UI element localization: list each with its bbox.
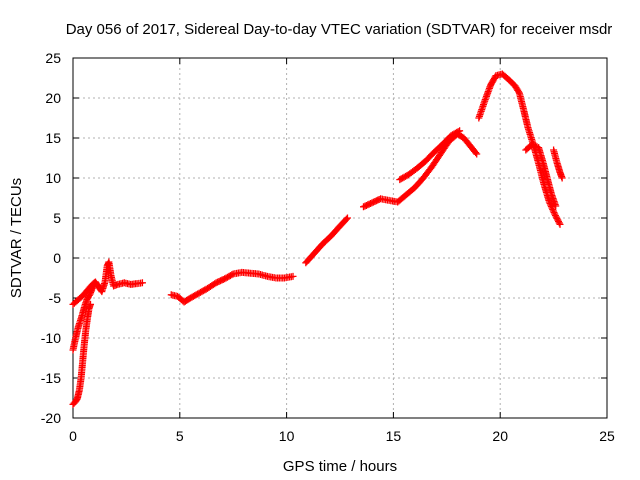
- data-point: [138, 279, 146, 287]
- data-point: [343, 214, 351, 222]
- data-point: [342, 215, 350, 223]
- chart-title: Day 056 of 2017, Sidereal Day-to-day VTE…: [66, 21, 613, 38]
- data-point: [87, 300, 95, 308]
- data-point: [228, 271, 236, 279]
- series-msdr-c: [69, 300, 95, 408]
- data-point: [473, 150, 481, 158]
- series-msdr-i: [522, 140, 560, 210]
- x-tick-labels: 0 5 10 15 20 25: [69, 428, 615, 444]
- data-point: [550, 209, 558, 216]
- axis-ticks: [72, 57, 608, 419]
- y-tick-label: 0: [53, 250, 61, 266]
- data-point: [558, 174, 566, 182]
- y-tick-label: 15: [45, 130, 61, 146]
- y-tick-label: 5: [53, 210, 61, 226]
- x-tick-label: 25: [599, 428, 615, 444]
- series-msdr-d: [167, 268, 297, 306]
- data-point: [531, 142, 539, 150]
- series-msdr-h: [475, 70, 564, 228]
- data-point: [454, 128, 462, 136]
- data-point: [552, 202, 560, 210]
- data-point: [548, 204, 556, 212]
- y-tick-label: -10: [41, 330, 61, 346]
- series-msdr-e: [302, 214, 351, 267]
- y-tick-label: -20: [41, 410, 61, 426]
- series-msdr-a: [69, 258, 146, 308]
- x-tick-label: 20: [492, 428, 508, 444]
- x-tick-label: 5: [176, 428, 184, 444]
- y-tick-label: -15: [41, 370, 61, 386]
- plot-frame: [72, 57, 608, 419]
- data-marks: [69, 70, 566, 408]
- x-tick-label: 15: [386, 428, 402, 444]
- data-point: [549, 207, 557, 215]
- data-point: [472, 149, 480, 157]
- data-point: [530, 141, 538, 149]
- y-tick-label: 25: [45, 50, 61, 66]
- x-tick-label: 10: [279, 428, 295, 444]
- x-axis-label: GPS time / hours: [283, 458, 397, 475]
- series-msdr-b: [69, 280, 98, 354]
- y-axis-label: SDTVAR / TECUs: [8, 178, 25, 298]
- data-point: [289, 272, 297, 280]
- y-tick-labels: -20 -15 -10 -5 0 5 10 15 20 25: [41, 50, 61, 426]
- data-point: [90, 282, 98, 290]
- y-tick-label: -5: [49, 290, 62, 306]
- data-point: [90, 280, 98, 288]
- data-point: [549, 206, 557, 213]
- data-point: [528, 140, 536, 148]
- x-tick-label: 0: [69, 428, 77, 444]
- series-msdr-j: [550, 146, 566, 182]
- data-point: [456, 127, 464, 135]
- data-point: [555, 219, 563, 227]
- data-point: [515, 88, 523, 96]
- series-msdr-g: [396, 127, 464, 184]
- grid-lines: [73, 58, 607, 418]
- y-tick-label: 10: [45, 170, 61, 186]
- series-msdr-f: [359, 130, 481, 211]
- y-tick-label: 20: [45, 90, 61, 106]
- data-point: [556, 220, 564, 228]
